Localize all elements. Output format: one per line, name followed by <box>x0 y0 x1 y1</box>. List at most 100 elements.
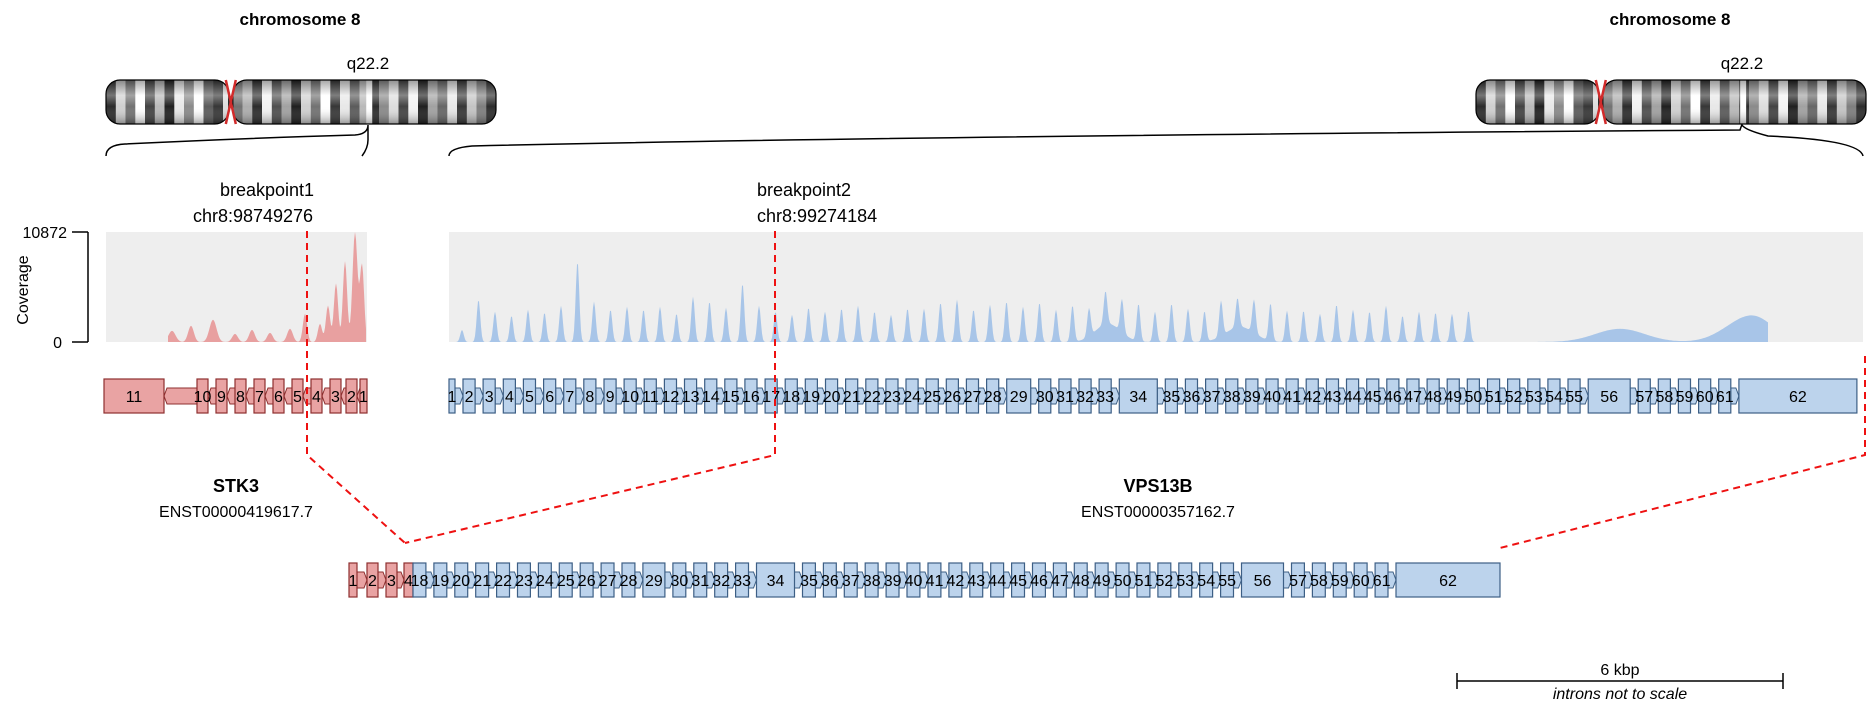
gene2-exon-23 <box>885 378 899 414</box>
fusion-gene2-exon-label: 26 <box>578 573 596 590</box>
fusion-gene2-exon-34 <box>755 562 796 598</box>
gene2-exon-11 <box>643 378 657 414</box>
gene2-name: VPS13B <box>1123 476 1192 496</box>
fusion-gene2-exon-label: 24 <box>536 573 554 590</box>
gene1-exon-11 <box>103 378 165 414</box>
gene2-exon-label: 34 <box>1129 389 1147 406</box>
fusion-gene2-exon-label: 44 <box>988 573 1006 590</box>
gene2-exon-36 <box>1184 378 1199 414</box>
gene2-exon-18 <box>784 378 798 414</box>
gene2-exon-8 <box>583 378 597 414</box>
gene2-exon-14 <box>704 378 718 414</box>
scale-bar-note: introns not to scale <box>1553 686 1687 703</box>
gene2-exon-label: 32 <box>1076 389 1094 406</box>
coverage-track-gene2 <box>452 264 1768 342</box>
gene2-exon-34 <box>1118 378 1158 414</box>
fusion-gene2-exon-label: 31 <box>691 573 709 590</box>
fusion-gene2-exon-39 <box>885 562 900 598</box>
fusion-gene2-exon-47 <box>1052 562 1067 598</box>
gene2-exon-37 <box>1204 378 1219 414</box>
gene2-exon-label: 11 <box>642 389 659 406</box>
fusion-gene2-exon-label: 35 <box>800 573 818 590</box>
gene2-exon-label: 56 <box>1600 389 1618 406</box>
gene2-exon-32 <box>1078 378 1092 414</box>
gene2-exon-label: 2 <box>465 389 474 406</box>
gene2-exon-39 <box>1245 378 1259 414</box>
fusion-gene2-exon-label: 30 <box>671 573 689 590</box>
fusion-gene2-exon-label: 22 <box>494 573 512 590</box>
gene2-exon-1 <box>448 378 456 414</box>
fusion-gene1-exon-3 <box>385 562 398 598</box>
gene2-exon-label: 53 <box>1525 389 1543 406</box>
gene2-exon-3 <box>482 378 496 414</box>
fusion-gene2-exon-label: 57 <box>1289 573 1307 590</box>
gene2-exon-48 <box>1426 378 1440 414</box>
gene2-exon-9 <box>603 378 617 414</box>
gene2-exon-52 <box>1506 378 1521 414</box>
gene2-exon-label: 26 <box>944 389 962 406</box>
fusion-gene2-exon-label: 40 <box>905 573 923 590</box>
gene1-exon-label: 5 <box>293 389 302 406</box>
fusion-gene2-exon-label: 45 <box>1009 573 1027 590</box>
gene1-exon-label: 10 <box>194 389 212 406</box>
gene2-exon-label: 33 <box>1096 389 1114 406</box>
coverage-axis: 10872 0 Coverage <box>15 225 89 352</box>
fusion-gene2-exon-label: 62 <box>1439 573 1457 590</box>
fusion-gene2-exon-label: 48 <box>1072 573 1090 590</box>
gene2-exon-label: 47 <box>1404 389 1422 406</box>
fusion-gene2-exon-label: 43 <box>967 573 985 590</box>
fusion-gene2-exon-49 <box>1094 562 1109 598</box>
gene1-exon-2 <box>345 378 358 414</box>
fusion-gene2-exon-43 <box>969 562 984 598</box>
fusion-gene2-exon-20 <box>454 562 469 598</box>
fusion-gene2-exon-23 <box>516 562 531 598</box>
fusion-gene2-exon-label: 50 <box>1114 573 1132 590</box>
fusion-gene2-exon-label: 42 <box>947 573 965 590</box>
fusion-gene2-exon-24 <box>537 562 552 598</box>
breakpoint-lines <box>306 231 1866 549</box>
coverage-axis-min: 0 <box>53 335 62 352</box>
fusion-gene2-exon-48 <box>1073 562 1088 598</box>
gene2-exon-59 <box>1677 378 1692 414</box>
fusion-gene1-exon-label: 3 <box>387 573 396 590</box>
gene2-exon-label: 6 <box>545 389 554 406</box>
fusion-gene2-exon-62 <box>1395 562 1501 598</box>
fusion-gene2-exon-41 <box>927 562 942 598</box>
gene2-exon-label: 62 <box>1789 389 1807 406</box>
fusion-gene2-exon-label: 38 <box>863 573 881 590</box>
gene2-exon-27 <box>965 378 980 414</box>
gene1-exon-4 <box>310 378 323 414</box>
gene2-exon-label: 41 <box>1283 389 1301 406</box>
fusion-gene2-exon-50 <box>1115 562 1130 598</box>
breakpoint1-label: breakpoint1 <box>220 180 314 200</box>
fusion-gene2-exon-37 <box>843 562 858 598</box>
chromosome-left-band: q22.2 <box>347 54 390 73</box>
gene2-exon-label: 27 <box>964 389 982 406</box>
gene2-exon-42 <box>1305 378 1319 414</box>
fusion-gene2-exon-27 <box>600 562 615 598</box>
fusion-gene2-exon-57 <box>1290 562 1305 598</box>
fusion-gene2-exon-label: 53 <box>1176 573 1194 590</box>
fusion-gene2-exon-30 <box>672 562 687 598</box>
gene2-exon-label: 59 <box>1676 389 1694 406</box>
gene2-exon-label: 38 <box>1223 389 1241 406</box>
gene1-exon-track: 11 10 9 8 7 6 5 4 3 2 1 <box>103 378 368 414</box>
gene2-exon-13 <box>683 378 698 414</box>
gene2-exon-label: 40 <box>1263 389 1281 406</box>
gene2-exon-label: 3 <box>485 389 494 406</box>
gene1-exon-label: 8 <box>236 389 245 406</box>
fusion-gene2-exon-60 <box>1353 562 1368 598</box>
gene1-exon-label: 4 <box>312 389 321 406</box>
fusion-gene2-exon-label: 61 <box>1373 573 1391 590</box>
fusion-gene2-exon-label: 41 <box>926 573 944 590</box>
gene2-exon-label: 12 <box>662 389 680 406</box>
gene2-exon-label: 24 <box>903 389 921 406</box>
gene2-exon-22 <box>865 378 879 414</box>
gene2-exon-label: 52 <box>1505 389 1523 406</box>
gene2-exon-47 <box>1406 378 1420 414</box>
fusion-gene1-exon-2 <box>366 562 379 598</box>
gene2-exon-57 <box>1637 378 1651 414</box>
fusion-gene2-exon-label: 34 <box>767 573 785 590</box>
gene2-exon-label: 7 <box>565 389 574 406</box>
gene2-exon-label: 18 <box>782 389 800 406</box>
